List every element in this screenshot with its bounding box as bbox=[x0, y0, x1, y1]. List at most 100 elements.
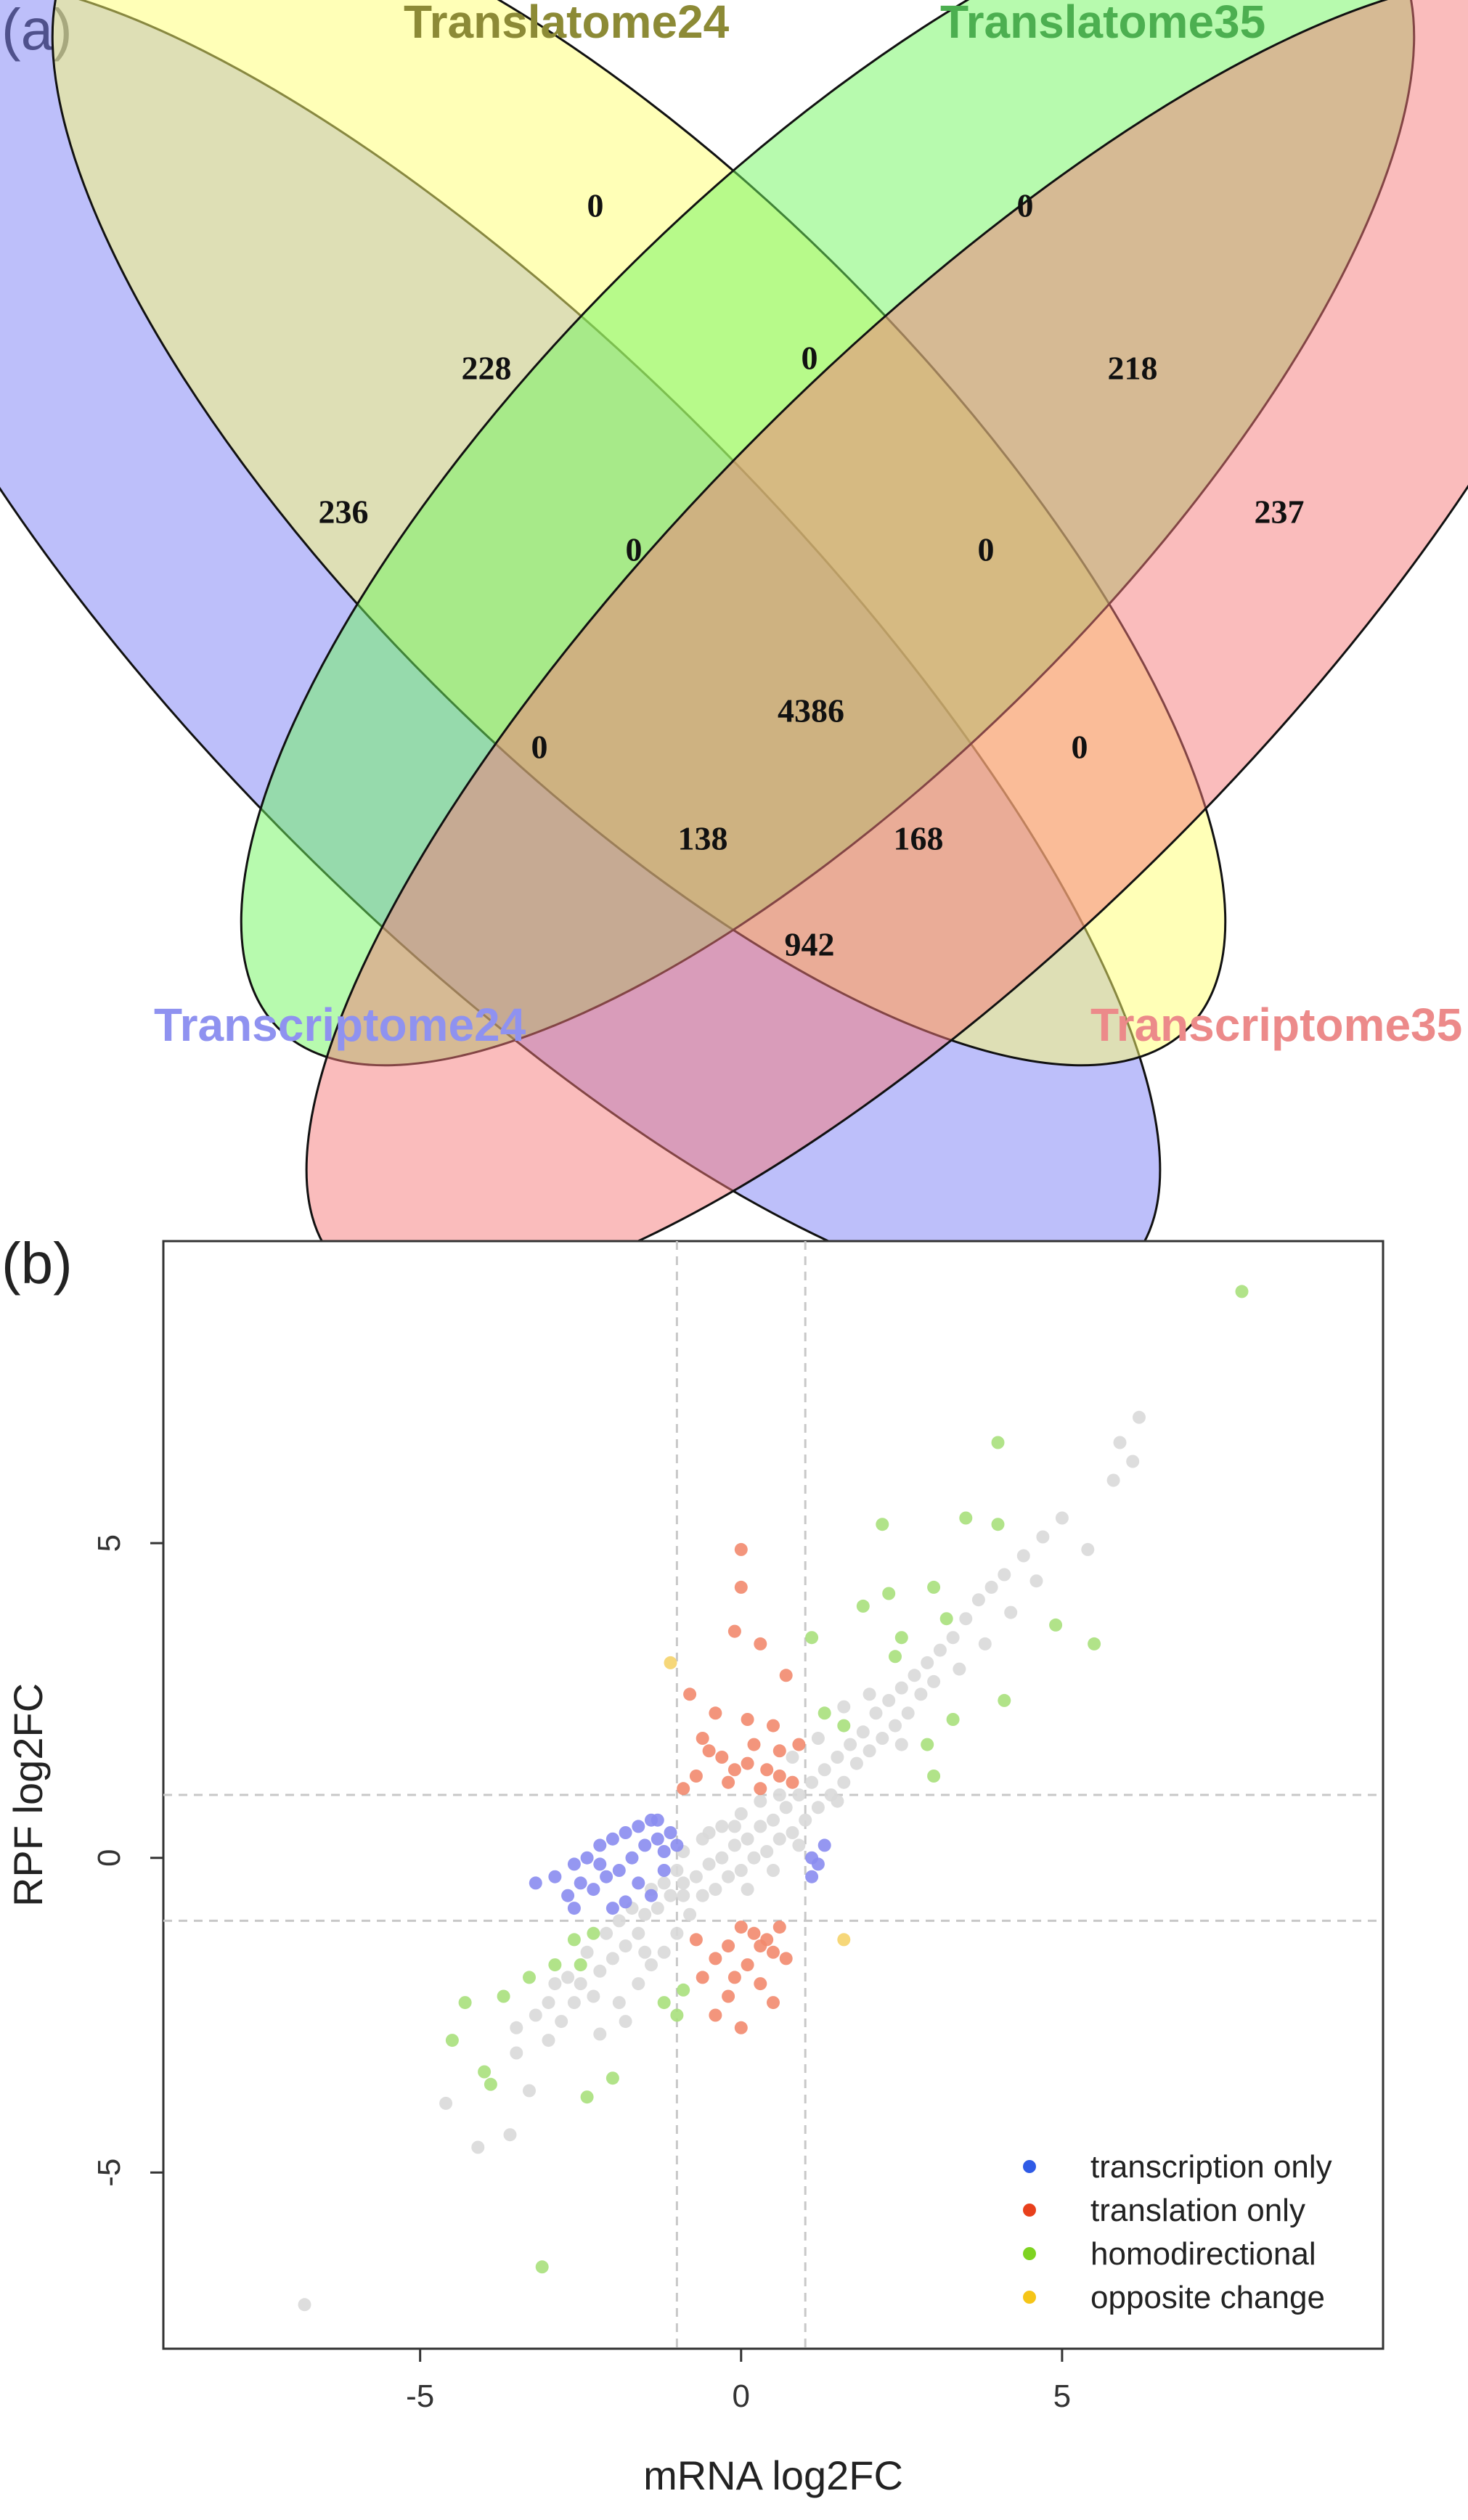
x-tick-label: 5 bbox=[1053, 2378, 1071, 2414]
point-unchanged bbox=[837, 1775, 851, 1789]
point-unchanged bbox=[837, 1700, 851, 1714]
point-translation-only bbox=[754, 1977, 767, 1991]
point-unchanged bbox=[612, 1914, 626, 1928]
point-unchanged bbox=[908, 1669, 921, 1682]
point-homodirectional bbox=[805, 1631, 819, 1645]
point-homodirectional bbox=[882, 1587, 896, 1600]
point-unchanged bbox=[811, 1732, 825, 1745]
point-unchanged bbox=[696, 1889, 709, 1902]
point-homodirectional bbox=[580, 2090, 594, 2104]
point-homodirectional bbox=[959, 1511, 973, 1525]
point-unchanged bbox=[567, 1996, 581, 2010]
point-unchanged bbox=[799, 1813, 812, 1827]
point-homodirectional bbox=[670, 2008, 684, 2022]
point-translation-only bbox=[754, 1939, 767, 1953]
point-transcription-only bbox=[612, 1864, 626, 1877]
legend-label: translation only bbox=[1090, 2193, 1305, 2228]
point-homodirectional bbox=[523, 1971, 536, 1984]
point-transcription-only bbox=[548, 1870, 562, 1883]
point-transcription-only bbox=[625, 1851, 639, 1865]
point-unchanged bbox=[715, 1820, 729, 1833]
set-label-translatome24: Translatome24 bbox=[404, 0, 730, 48]
set-label-transcriptome24: Transcriptome24 bbox=[154, 999, 526, 1051]
point-homodirectional bbox=[458, 1996, 472, 2010]
point-homodirectional bbox=[998, 1693, 1011, 1707]
scatter-panel: (b) -5 0 5 -5 0 5 mRNA log2FC RPF log2FC tra… bbox=[1, 1231, 1385, 2498]
point-unchanged bbox=[580, 1945, 594, 1959]
point-opposite-change bbox=[837, 1933, 851, 1947]
point-homodirectional bbox=[946, 1713, 960, 1726]
point-transcription-only bbox=[574, 1876, 587, 1890]
region-count: 0 bbox=[1072, 729, 1088, 766]
point-transcription-only bbox=[561, 1889, 575, 1902]
point-unchanged bbox=[529, 2008, 542, 2022]
point-unchanged bbox=[689, 1870, 703, 1883]
legend-marker-transcription-only bbox=[1023, 2160, 1036, 2173]
legend-label: transcription only bbox=[1090, 2149, 1332, 2185]
x-tick-label: 0 bbox=[733, 2378, 750, 2414]
point-unchanged bbox=[734, 1807, 748, 1820]
point-homodirectional bbox=[605, 2071, 619, 2085]
point-unchanged bbox=[754, 1794, 767, 1808]
point-unchanged bbox=[894, 1738, 908, 1751]
point-unchanged bbox=[574, 1977, 587, 1991]
point-homodirectional bbox=[1049, 1618, 1063, 1632]
region-count: 4386 bbox=[778, 692, 844, 729]
x-axis-ticks: -5 0 5 bbox=[406, 2349, 1071, 2414]
point-transcription-only bbox=[580, 1851, 594, 1865]
point-unchanged bbox=[747, 1851, 761, 1865]
region-count: 236 bbox=[319, 494, 369, 531]
point-unchanged bbox=[779, 1801, 793, 1815]
point-unchanged bbox=[561, 1971, 575, 1984]
point-opposite-change bbox=[664, 1656, 677, 1669]
point-translation-only bbox=[772, 1920, 786, 1934]
point-translation-only bbox=[741, 1756, 754, 1770]
point-translation-only bbox=[727, 1624, 741, 1638]
point-transcription-only bbox=[645, 1889, 658, 1902]
point-translation-only bbox=[767, 1996, 780, 2010]
point-unchanged bbox=[844, 1738, 857, 1751]
point-unchanged bbox=[805, 1775, 819, 1789]
point-homodirectional bbox=[921, 1738, 934, 1751]
region-count: 237 bbox=[1255, 494, 1305, 531]
point-translation-only bbox=[677, 1782, 690, 1796]
region-count: 942 bbox=[785, 926, 835, 963]
point-unchanged bbox=[869, 1706, 883, 1720]
point-unchanged bbox=[542, 2034, 555, 2048]
y-tick-label: -5 bbox=[91, 2159, 127, 2187]
point-homodirectional bbox=[817, 1706, 831, 1720]
point-transcription-only bbox=[811, 1857, 825, 1871]
point-transcription-only bbox=[657, 1864, 671, 1877]
y-axis-title: RPF log2FC bbox=[5, 1683, 51, 1907]
point-unchanged bbox=[933, 1643, 947, 1657]
point-homodirectional bbox=[939, 1612, 953, 1626]
point-translation-only bbox=[754, 1637, 767, 1650]
point-translation-only bbox=[683, 1688, 697, 1701]
point-unchanged bbox=[645, 1958, 658, 1972]
point-unchanged bbox=[882, 1693, 896, 1707]
point-homodirectional bbox=[1088, 1637, 1101, 1650]
legend: transcription only translation only homo… bbox=[1023, 2149, 1332, 2315]
point-translation-only bbox=[779, 1952, 793, 1965]
point-homodirectional bbox=[876, 1518, 889, 1531]
point-unchanged bbox=[587, 1989, 600, 2003]
point-unchanged bbox=[1126, 1455, 1140, 1468]
point-homodirectional bbox=[587, 1926, 600, 1940]
point-unchanged bbox=[984, 1580, 998, 1594]
point-unchanged bbox=[702, 1826, 716, 1839]
point-translation-only bbox=[722, 1939, 735, 1953]
panel-label-b: (b) bbox=[1, 1231, 73, 1296]
point-translation-only bbox=[696, 1732, 709, 1745]
point-unchanged bbox=[722, 1870, 735, 1883]
point-unchanged bbox=[632, 1926, 645, 1940]
point-homodirectional bbox=[677, 1983, 690, 1997]
point-homodirectional bbox=[574, 1958, 587, 1972]
point-transcription-only bbox=[619, 1826, 632, 1839]
point-unchanged bbox=[593, 1964, 607, 1978]
point-translation-only bbox=[760, 1763, 774, 1777]
point-homodirectional bbox=[1235, 1285, 1249, 1298]
point-homodirectional bbox=[856, 1599, 870, 1613]
point-homodirectional bbox=[535, 2260, 549, 2274]
point-transcription-only bbox=[664, 1826, 677, 1839]
point-unchanged bbox=[767, 1864, 780, 1877]
